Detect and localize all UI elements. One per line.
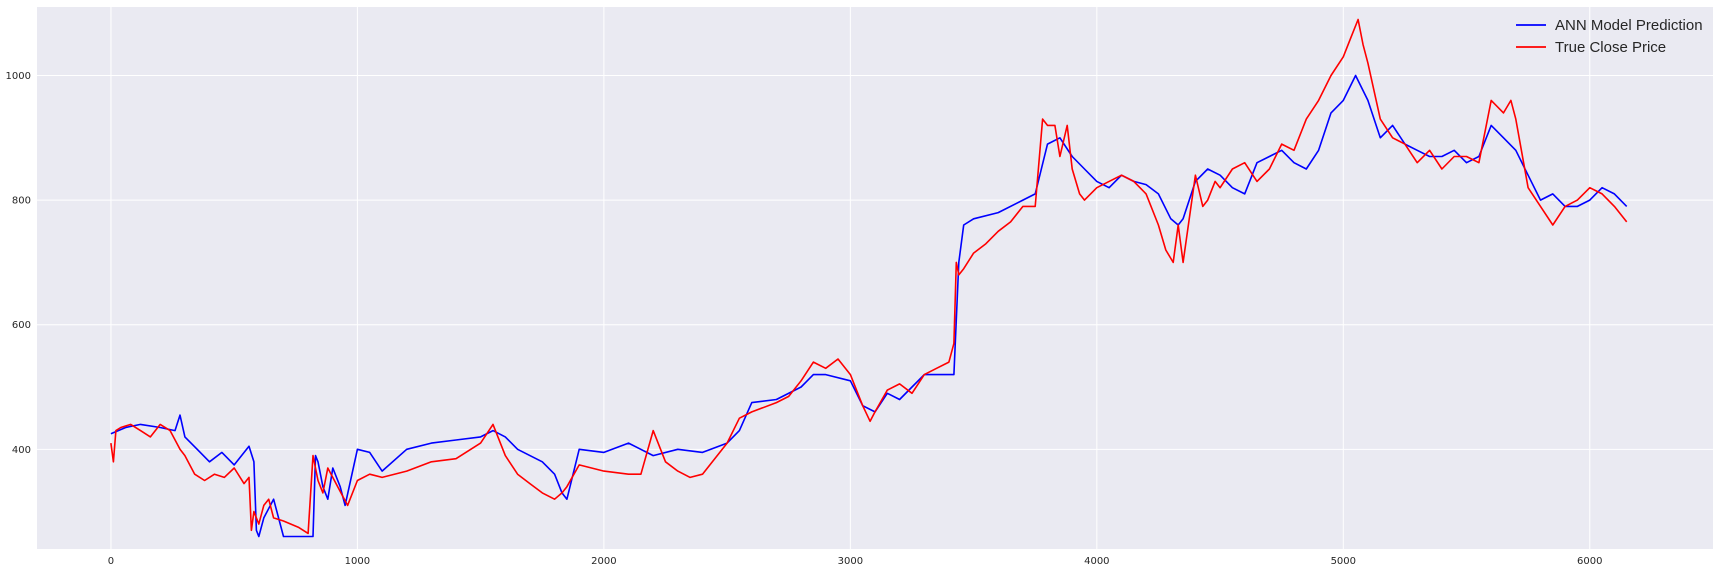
x-tick-label: 5000 bbox=[1331, 556, 1356, 567]
grid-lines bbox=[37, 7, 1713, 549]
x-tick-label: 6000 bbox=[1577, 556, 1602, 567]
series-layer bbox=[110, 18, 1628, 538]
legend-label-ann-model-prediction: ANN Model Prediction bbox=[1555, 17, 1703, 34]
series-line-true-close-price bbox=[110, 18, 1628, 535]
x-tick-label: 0 bbox=[108, 556, 114, 567]
x-tick-label: 1000 bbox=[345, 556, 370, 567]
y-tick-label: 800 bbox=[12, 196, 31, 207]
legend-label-true-close-price: True Close Price bbox=[1555, 39, 1666, 56]
y-tick-labels: 400 600 800 1000 bbox=[6, 71, 31, 456]
plot-area bbox=[37, 7, 1713, 549]
x-tick-label: 2000 bbox=[591, 556, 616, 567]
legend: ANN Model Prediction True Close Price bbox=[1516, 17, 1703, 56]
series-line-ann-model-prediction bbox=[110, 74, 1628, 538]
y-tick-label: 600 bbox=[12, 320, 31, 331]
y-tick-label: 400 bbox=[12, 445, 31, 456]
x-tick-label: 4000 bbox=[1084, 556, 1109, 567]
x-tick-labels: 0 1000 2000 3000 4000 5000 6000 bbox=[108, 556, 1603, 567]
y-tick-label: 1000 bbox=[6, 71, 31, 82]
x-tick-label: 3000 bbox=[838, 556, 863, 567]
